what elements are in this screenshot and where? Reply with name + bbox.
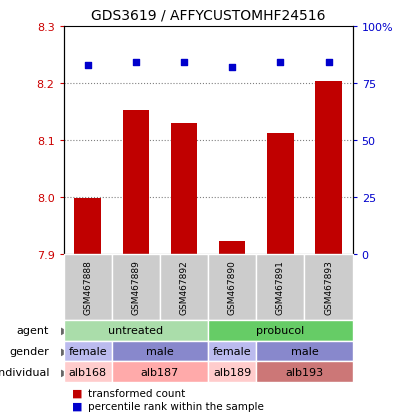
Text: ▶: ▶ [61, 367, 68, 377]
Bar [74, 198, 101, 254]
Bar [266, 134, 293, 254]
Text: ■: ■ [72, 388, 82, 398]
Text: GSM467889: GSM467889 [131, 260, 140, 314]
Bar [315, 81, 341, 254]
Text: individual: individual [0, 367, 49, 377]
Text: alb193: alb193 [285, 367, 323, 377]
Text: gender: gender [9, 346, 49, 356]
Text: ■: ■ [72, 401, 82, 411]
Text: probucol: probucol [256, 325, 304, 335]
Text: GSM467888: GSM467888 [83, 260, 92, 314]
Text: ▶: ▶ [61, 325, 68, 335]
Text: percentile rank within the sample: percentile rank within the sample [88, 401, 263, 411]
Text: female: female [212, 346, 251, 356]
Text: transformed count: transformed count [88, 388, 185, 398]
Text: GSM467891: GSM467891 [275, 260, 284, 314]
Text: alb187: alb187 [140, 367, 179, 377]
Text: GSM467892: GSM467892 [179, 260, 188, 314]
Point [180, 60, 187, 66]
Text: female: female [68, 346, 107, 356]
Bar [218, 242, 245, 254]
Bar [122, 111, 149, 254]
Text: male: male [290, 346, 317, 356]
Text: untreated: untreated [108, 325, 163, 335]
Text: alb189: alb189 [213, 367, 251, 377]
Point [228, 64, 235, 71]
Text: alb168: alb168 [68, 367, 106, 377]
Text: GSM467893: GSM467893 [323, 260, 332, 314]
Point [84, 62, 91, 69]
Point [276, 60, 283, 66]
Point [324, 60, 331, 66]
Text: ▶: ▶ [61, 346, 68, 356]
Text: agent: agent [17, 325, 49, 335]
Bar [170, 123, 197, 254]
Text: GSM467890: GSM467890 [227, 260, 236, 314]
Title: GDS3619 / AFFYCUSTOMHF24516: GDS3619 / AFFYCUSTOMHF24516 [91, 9, 324, 23]
Text: male: male [146, 346, 173, 356]
Point [132, 60, 139, 66]
